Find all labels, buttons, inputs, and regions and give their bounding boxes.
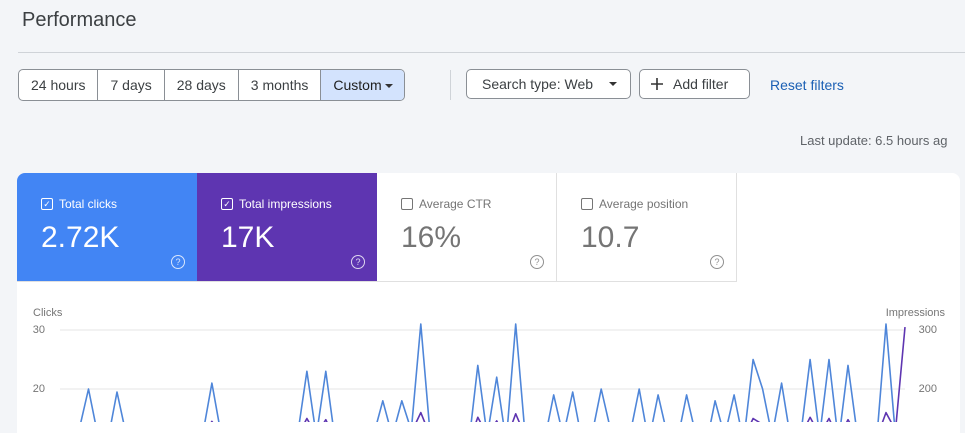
metric-label: Total impressions — [239, 197, 332, 211]
y2-tick-label: 200 — [919, 383, 937, 395]
series-line — [210, 327, 906, 422]
page-title: Performance — [22, 9, 137, 31]
checkbox: ✓ — [221, 198, 233, 210]
performance-screen: Performance 24 hours 7 days 28 days 3 mo… — [17, 9, 965, 433]
button-label: Add filter — [673, 76, 729, 92]
help-icon[interactable]: ? — [530, 255, 544, 269]
plus-icon — [651, 78, 663, 90]
series-line — [80, 323, 896, 422]
y-tick-label: 20 — [33, 383, 45, 395]
y2-axis-title: Impressions — [886, 307, 946, 319]
date-range-group: 24 hours 7 days 28 days 3 months Custom — [18, 69, 405, 101]
dropdown-icon — [384, 84, 393, 88]
page: Performance {"header":{"title":"Performa… — [17, 9, 965, 433]
metric-label: Average position — [599, 197, 689, 211]
range-option[interactable]: 7 days — [98, 70, 165, 100]
metric-value: 17K — [221, 221, 275, 254]
metric-label: Total clicks — [59, 197, 118, 211]
y2-tick-label: 300 — [919, 324, 937, 336]
metric-value: 10.7 — [581, 221, 640, 254]
range-label: Custom — [333, 77, 382, 93]
separator — [450, 70, 451, 100]
range-option[interactable]: 24 hours — [19, 70, 99, 100]
range-option-selected[interactable]: Custom — [321, 70, 404, 100]
dropdown-icon — [609, 82, 617, 86]
checkbox — [401, 198, 413, 210]
reset-filters-link[interactable]: Reset filters — [770, 77, 844, 93]
checkbox — [581, 198, 593, 210]
search-type-button[interactable]: Search type: Web — [466, 69, 631, 99]
last-update: Last update: 6.5 hours ag — [800, 133, 948, 148]
checkbox: ✓ — [41, 198, 53, 210]
metric-card[interactable]: ✓ Total clicks 2.72K? — [17, 173, 197, 282]
help-icon[interactable]: ? — [171, 255, 185, 269]
add-filter-button[interactable]: Add filter — [639, 69, 750, 99]
button-label: Search type: Web — [482, 76, 594, 92]
metric-value: 2.72K — [41, 221, 120, 254]
y-tick-label: 30 — [33, 324, 45, 336]
metric-label: Average CTR — [419, 197, 492, 211]
chart: Clicks Impressions 20 30 200 300 — [33, 307, 946, 422]
metric-card[interactable]: Average position 10.7? — [557, 173, 737, 282]
report-panel: ✓ Total clicks 2.72K? ✓ Total impressions 17… — [17, 173, 960, 433]
metric-card[interactable]: Average CTR 16%? — [377, 173, 557, 282]
range-option[interactable]: 28 days — [165, 70, 239, 100]
divider — [18, 52, 965, 53]
y-axis-title: Clicks — [33, 307, 63, 319]
help-icon[interactable]: ? — [710, 255, 724, 269]
range-option[interactable]: 3 months — [239, 70, 322, 100]
metric-card[interactable]: ✓ Total impressions 17K? — [197, 173, 377, 282]
metric-value: 16% — [401, 221, 462, 254]
help-icon[interactable]: ? — [351, 255, 365, 269]
